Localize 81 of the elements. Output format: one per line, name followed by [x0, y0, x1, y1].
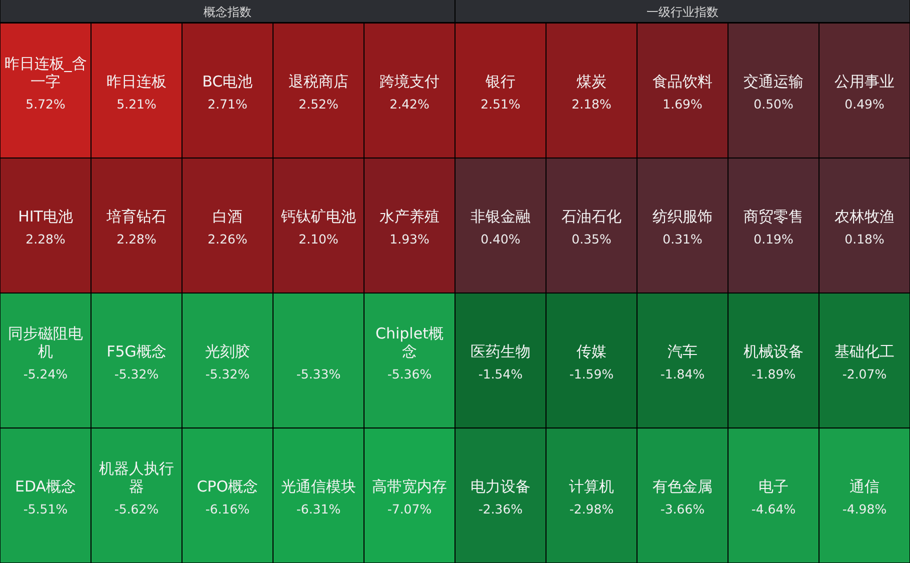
category-label: 同步磁阻电机	[8, 324, 83, 360]
category-label: 食品饮料	[652, 72, 712, 90]
data-label: -6.31%	[296, 502, 341, 516]
data-label: -5.32%	[205, 366, 250, 382]
data-label: 2.51%	[480, 96, 520, 112]
data-label: 2.18%	[572, 96, 612, 112]
data-label: -6.16%	[205, 502, 250, 516]
data-label: 2.10%	[298, 232, 338, 246]
category-label: 医药生物	[470, 342, 530, 360]
data-label: 2.26%	[208, 232, 248, 246]
data-label: -2.98%	[569, 502, 614, 516]
category-label: CPO概念	[196, 478, 258, 496]
category-label: 通信	[850, 478, 880, 496]
category-label: 商贸零售	[744, 208, 804, 226]
data-label: 0.50%	[754, 96, 794, 112]
data-label: 2.52%	[298, 96, 338, 112]
category-label: 光刻胶	[205, 342, 250, 360]
category-label: EDA概念	[14, 478, 76, 496]
category-label: 纺织服饰	[652, 208, 712, 226]
category-label: 交通运输	[744, 72, 804, 90]
data-label: 0.49%	[844, 96, 884, 112]
category-label: 有色金属	[652, 478, 712, 496]
data-label: 0.18%	[844, 232, 884, 246]
category-label: 石油石化	[562, 208, 622, 226]
data-label: -1.84%	[660, 366, 705, 382]
data-label: 0.19%	[754, 232, 794, 246]
category-label: 机械设备	[744, 342, 804, 360]
data-label: -1.59%	[569, 366, 614, 382]
category-label: 公用事业	[834, 72, 894, 90]
category-label: 银行	[484, 72, 516, 90]
data-label: 2.28%	[116, 232, 156, 246]
data-label: -5.32%	[114, 366, 159, 382]
data-label: -2.36%	[478, 502, 523, 516]
category-label: 白酒	[212, 208, 242, 226]
category-label: F5G概念	[106, 342, 166, 360]
data-label: 5.21%	[116, 96, 156, 112]
category-label: 水产养殖	[380, 208, 440, 226]
category-label: 跨境支付	[380, 72, 440, 90]
data-label: 1.93%	[390, 232, 430, 246]
category-label: 非银金融	[470, 208, 530, 226]
data-label: 0.31%	[662, 232, 702, 246]
data-label: 5.72%	[26, 96, 66, 112]
data-label: 2.71%	[208, 96, 248, 112]
category-label: 退税商店	[288, 72, 348, 90]
category-label: 光通信模块	[281, 478, 356, 496]
category-label: 基础化工	[834, 342, 894, 360]
category-label: BC电池	[202, 72, 253, 90]
category-label: 昨日连板_含一字	[4, 54, 87, 90]
category-label: 钙钛矿电池	[280, 208, 356, 226]
category-label: 传媒	[576, 342, 606, 360]
data-label: -5.62%	[114, 502, 159, 516]
data-label: -7.07%	[387, 502, 432, 516]
data-label: -5.33%	[296, 366, 341, 382]
data-label: -1.89%	[751, 366, 796, 382]
category-label: 计算机	[569, 478, 614, 496]
category-label: 机器人执行器	[99, 460, 174, 496]
data-label: -5.24%	[23, 366, 68, 382]
category-label: 汽车	[668, 342, 698, 360]
data-label: 2.28%	[26, 232, 66, 246]
data-label: -5.36%	[387, 366, 432, 382]
data-label: 0.35%	[572, 232, 612, 246]
data-label: 1.69%	[662, 96, 702, 112]
category-label: 昨日连板	[106, 72, 166, 90]
data-label: -2.07%	[842, 366, 887, 382]
text: 概念指数	[204, 5, 252, 19]
category-label: 培育钻石	[106, 208, 166, 226]
data-label: -4.98%	[842, 502, 887, 516]
data-label: -5.51%	[23, 502, 68, 516]
category-label: HIT电池	[18, 208, 73, 226]
data-label: 0.40%	[480, 232, 520, 246]
data-label: 2.42%	[390, 96, 430, 112]
category-label: 电子	[758, 478, 788, 496]
data-label: -4.64%	[751, 502, 796, 516]
data-label: -1.54%	[478, 366, 523, 382]
category-label: 农林牧渔	[834, 208, 894, 226]
category-label: 电力设备	[470, 478, 530, 496]
category-label: Chiplet概念	[376, 324, 444, 360]
text: 一级行业指数	[646, 5, 718, 19]
category-label: 高带宽内存	[372, 478, 447, 496]
data-label: -3.66%	[660, 502, 705, 516]
category-label: 煤炭	[576, 72, 606, 90]
